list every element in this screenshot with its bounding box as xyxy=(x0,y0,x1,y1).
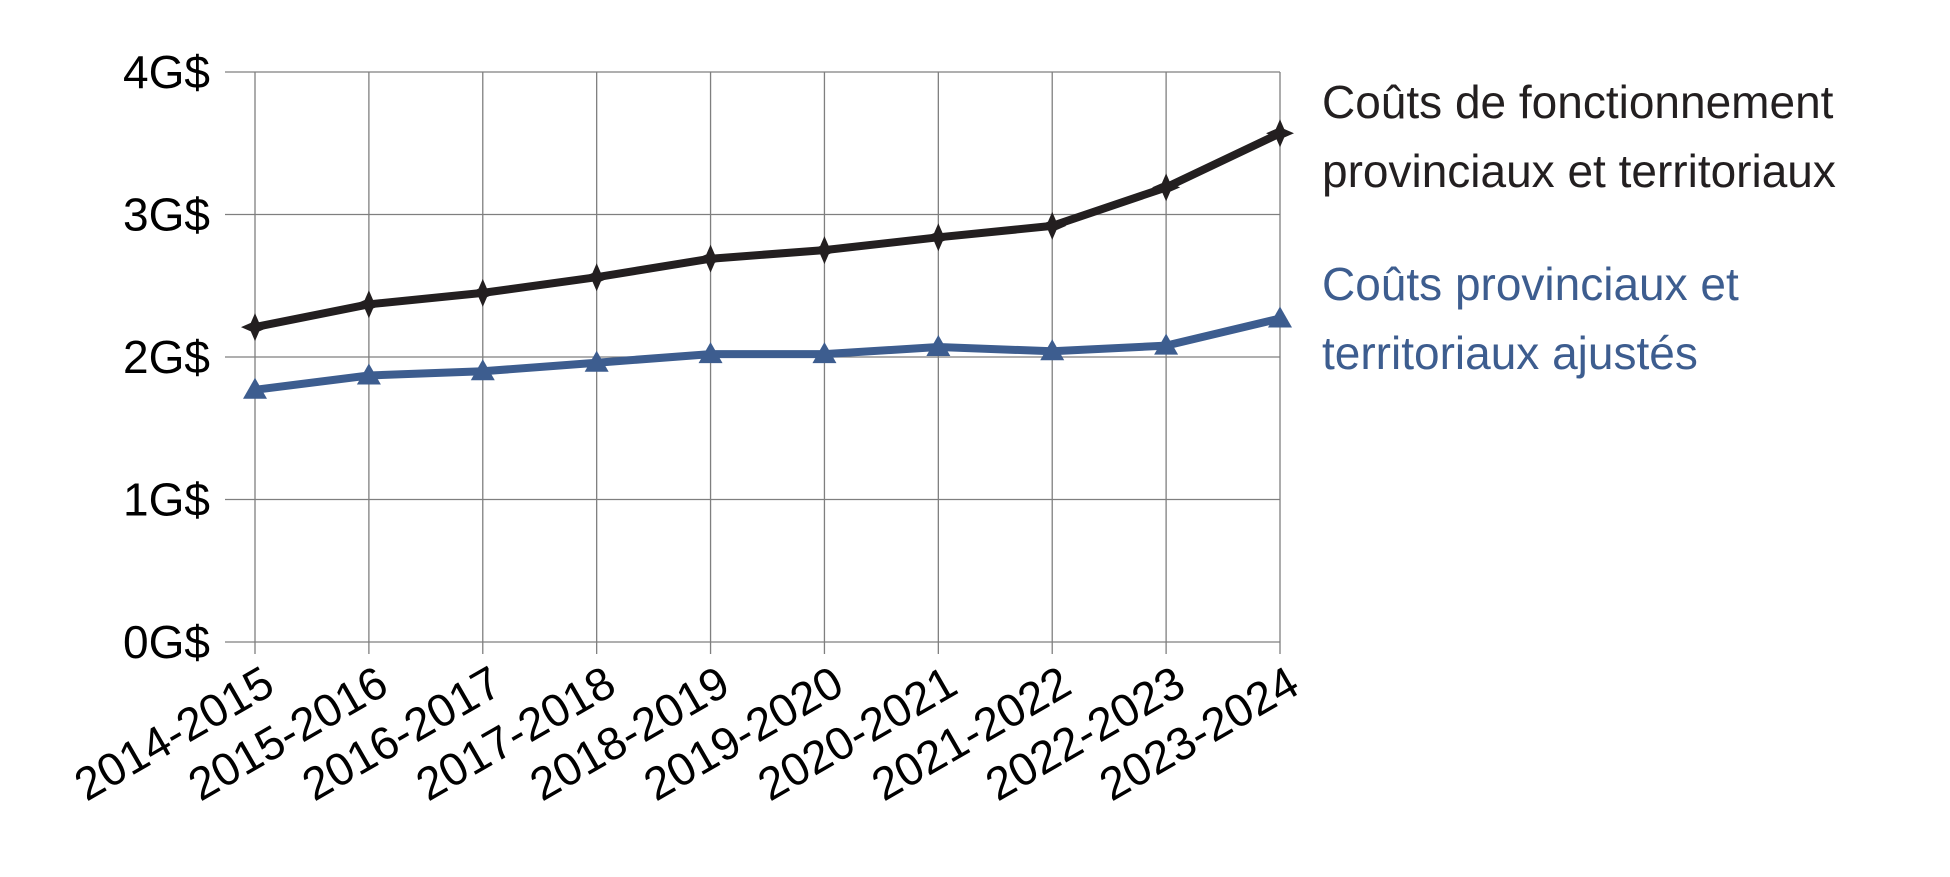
data-point-triangle xyxy=(470,359,495,381)
legend-label-line: provinciaux et territoriaux xyxy=(1322,145,1836,197)
legend-entry-operating-costs: Coûts de fonctionnement provinciaux et t… xyxy=(1322,68,1942,206)
y-tick-label: 1G$ xyxy=(123,474,210,526)
y-tick-label: 2G$ xyxy=(123,331,210,383)
series-line xyxy=(251,314,1284,394)
legend-label-line: territoriaux ajustés xyxy=(1322,327,1698,379)
y-tick-label: 0G$ xyxy=(123,616,210,668)
series-line xyxy=(251,129,1284,332)
series-2 xyxy=(243,306,1292,399)
data-point-triangle xyxy=(243,377,267,399)
data-point-triangle xyxy=(1154,333,1179,355)
data-point-star xyxy=(468,278,497,307)
data-point-star xyxy=(241,313,269,342)
data-point-star xyxy=(1266,119,1294,148)
data-point-triangle xyxy=(812,342,837,364)
data-point-star xyxy=(696,244,725,273)
data-point-triangle xyxy=(1268,306,1292,328)
series-group xyxy=(241,119,1294,399)
data-point-triangle xyxy=(1040,339,1065,361)
y-tick-label: 4G$ xyxy=(123,46,210,98)
data-point-triangle xyxy=(926,335,951,357)
data-point-triangle xyxy=(584,350,609,372)
legend-label-line: Coûts provinciaux et xyxy=(1322,258,1739,310)
data-point-star xyxy=(354,290,383,319)
data-point-star xyxy=(582,263,611,292)
legend-label-line: Coûts de fonctionnement xyxy=(1322,76,1834,128)
data-point-star xyxy=(810,236,839,265)
data-point-triangle xyxy=(698,342,723,364)
data-point-star xyxy=(1152,173,1181,202)
data-point-star xyxy=(924,223,953,252)
axes: 0G$1G$2G$3G$4G$2014-20152015-20162016-20… xyxy=(65,46,1307,811)
data-point-star xyxy=(1038,211,1067,240)
grid xyxy=(225,71,1281,654)
y-tick-label: 3G$ xyxy=(123,189,210,241)
data-point-triangle xyxy=(356,363,381,385)
legend-entry-adjusted-costs: Coûts provinciaux et territoriaux ajusté… xyxy=(1322,250,1942,388)
series-1 xyxy=(241,119,1294,342)
